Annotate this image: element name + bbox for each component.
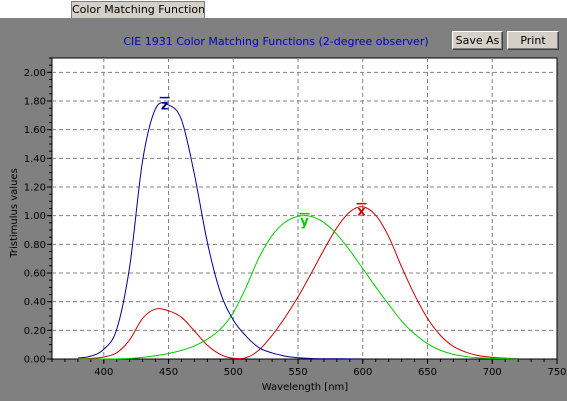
tab-color-matching-functions[interactable]: Color Matching Functions bbox=[71, 1, 205, 18]
x-tick-label: 550 bbox=[288, 367, 307, 378]
curve-label-y-text: y bbox=[300, 215, 309, 230]
print-button[interactable]: Print bbox=[507, 31, 559, 50]
series-y-line bbox=[77, 215, 519, 360]
y-tick-label: 0.00 bbox=[24, 355, 46, 366]
series-x-line bbox=[77, 206, 519, 360]
x-axis-label: Wavelength [nm] bbox=[262, 382, 348, 393]
grid-lines bbox=[52, 58, 557, 359]
y-tick-label: 0.60 bbox=[24, 269, 46, 280]
y-tick-label: 1.80 bbox=[24, 97, 46, 108]
y-tick-label: 1.20 bbox=[24, 183, 46, 194]
x-tick-label: 500 bbox=[224, 367, 243, 378]
series-lines bbox=[77, 102, 519, 360]
curve-label-y: y bbox=[299, 212, 310, 230]
x-tick-label: 450 bbox=[159, 367, 178, 378]
x-tick-label: 600 bbox=[353, 367, 372, 378]
y-tick-label: 1.60 bbox=[24, 125, 46, 136]
y-tick-label: 2.00 bbox=[24, 68, 46, 79]
curve-label-z: z bbox=[159, 96, 170, 114]
curve-label-x: x bbox=[356, 202, 367, 220]
y-axis-label: Tristimulus values bbox=[9, 168, 20, 259]
x-tick-label: 700 bbox=[483, 367, 502, 378]
y-tick-label: 0.80 bbox=[24, 240, 46, 251]
x-tick-label: 650 bbox=[418, 367, 437, 378]
tab-strip: Color Matching Functions bbox=[0, 0, 567, 19]
y-axis-ticks: 0.00 0.20 0.40 0.60 0.80 1.00 1.20 1.40 1.60 1.80… bbox=[24, 57, 52, 366]
y-tick-label: 0.40 bbox=[24, 297, 46, 308]
plot-area bbox=[51, 57, 558, 360]
series-z-line bbox=[77, 102, 363, 360]
x-tick-label: 400 bbox=[94, 367, 113, 378]
x-axis-ticks: 400 450 500 550 600 650 700 750 bbox=[51, 359, 567, 378]
chart-title: CIE 1931 Color Matching Functions (2-deg… bbox=[123, 35, 428, 48]
save-as-button[interactable]: Save As bbox=[452, 31, 503, 50]
x-tick-label: 750 bbox=[547, 367, 566, 378]
curve-labels: z y x bbox=[159, 96, 367, 230]
y-tick-label: 1.40 bbox=[24, 154, 46, 165]
y-tick-label: 0.20 bbox=[24, 326, 46, 337]
y-tick-label: 1.00 bbox=[24, 211, 46, 222]
curve-label-x-text: x bbox=[357, 205, 366, 220]
curve-label-z-text: z bbox=[161, 99, 169, 114]
